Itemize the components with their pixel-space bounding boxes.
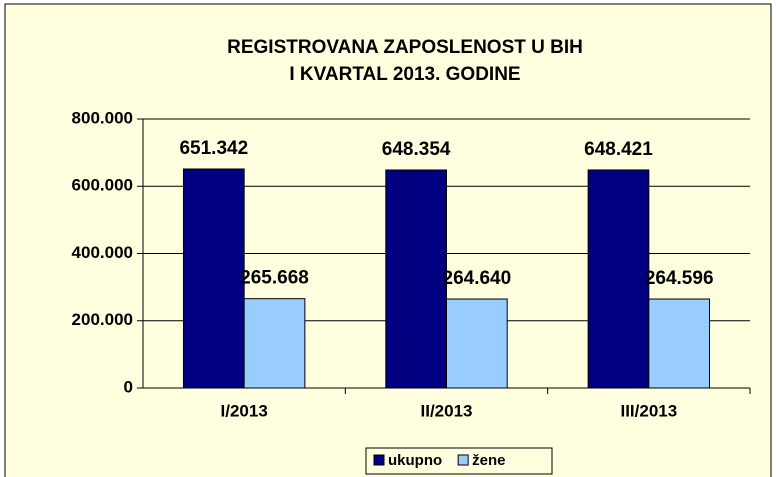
bar bbox=[243, 298, 306, 389]
data-label: 648.421 bbox=[584, 139, 653, 160]
data-label: 648.354 bbox=[382, 139, 451, 160]
bar bbox=[648, 298, 711, 389]
x-tick-label: III/2013 bbox=[620, 401, 677, 420]
data-label: 264.596 bbox=[645, 268, 714, 289]
data-label: 651.342 bbox=[179, 138, 248, 159]
bar bbox=[385, 169, 447, 389]
legend-label: žene bbox=[472, 452, 505, 469]
x-tick-label: II/2013 bbox=[421, 401, 473, 420]
data-label: 264.640 bbox=[443, 268, 512, 289]
y-tick-label: 200.000 bbox=[72, 310, 133, 329]
chart-title: REGISTROVANA ZAPOSLENOST U BIH bbox=[227, 37, 583, 58]
bar bbox=[182, 168, 245, 389]
legend-swatch bbox=[373, 454, 385, 466]
bar bbox=[587, 169, 650, 389]
y-tick-label: 400.000 bbox=[72, 243, 133, 262]
legend-swatch bbox=[457, 454, 469, 466]
chart-subtitle: I KVARTAL 2013. GODINE bbox=[289, 64, 520, 85]
y-tick-label: 800.000 bbox=[72, 108, 133, 127]
data-label: 265.668 bbox=[240, 268, 309, 289]
y-tick-label: 600.000 bbox=[72, 176, 133, 195]
bar bbox=[446, 298, 508, 389]
legend-label: ukupno bbox=[388, 452, 442, 469]
y-tick-label: 0 bbox=[124, 377, 133, 396]
x-tick-label: I/2013 bbox=[221, 401, 268, 420]
